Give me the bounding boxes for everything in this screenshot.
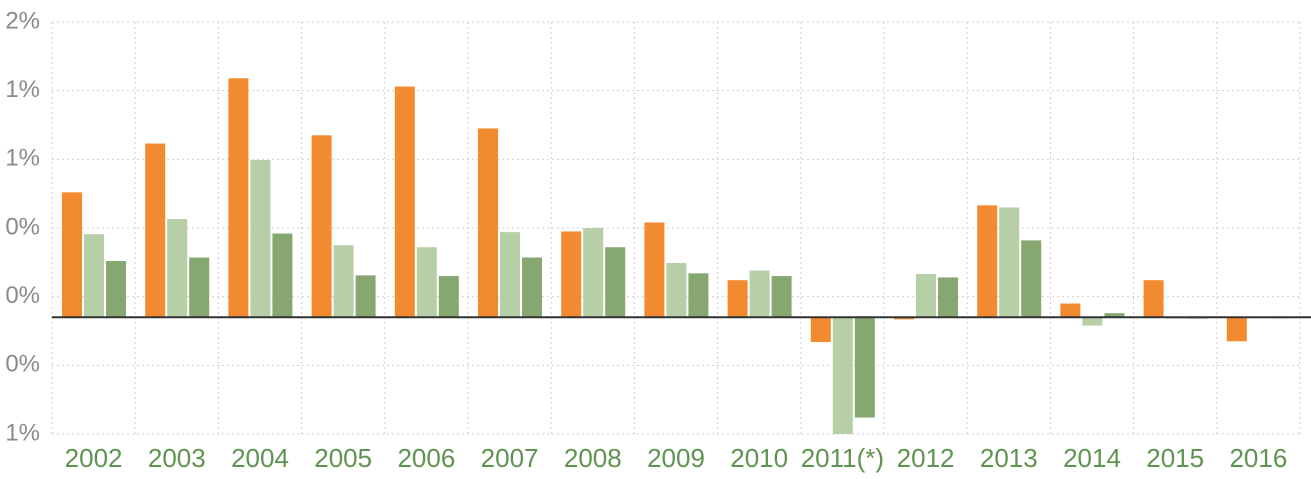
y-tick-label: 1%: [5, 76, 40, 103]
bar: [1021, 240, 1042, 318]
y-tick-label: 1%: [5, 419, 40, 446]
bar: [355, 275, 376, 318]
bar: [1104, 313, 1125, 318]
bar: [228, 78, 249, 318]
bar: [250, 160, 271, 318]
bar: [438, 276, 459, 318]
bar: [272, 233, 293, 318]
bar: [749, 270, 770, 318]
x-tick-label: 2011(*): [801, 443, 884, 473]
bar: [977, 205, 998, 318]
x-tick-label: 2007: [481, 443, 539, 473]
bar: [311, 135, 332, 318]
bar: [1226, 317, 1247, 342]
bar: [333, 245, 354, 318]
bar: [644, 222, 665, 318]
bar: [145, 143, 166, 318]
bar: [84, 234, 104, 318]
bar: [62, 192, 82, 318]
bar: [1082, 317, 1103, 326]
x-tick-label: 2016: [1229, 443, 1287, 473]
bar: [500, 232, 520, 318]
y-tick-label: 0%: [5, 351, 40, 378]
x-tick-label: 2012: [897, 443, 955, 473]
y-tick-label: 0%: [5, 282, 40, 309]
bar: [394, 86, 415, 318]
bar: [1143, 280, 1164, 318]
x-tick-label: 2015: [1146, 443, 1204, 473]
bar: [1060, 303, 1081, 318]
bar: [583, 228, 604, 318]
bar: [167, 219, 188, 318]
bar: [522, 257, 542, 318]
bar: [478, 128, 498, 318]
bar: [727, 280, 748, 318]
x-tick-label: 2002: [65, 443, 123, 473]
bar: [416, 247, 437, 318]
x-tick-label: 2010: [730, 443, 788, 473]
y-tick-label: 2%: [5, 7, 40, 34]
x-tick-label: 2006: [397, 443, 455, 473]
bar: [666, 263, 687, 318]
bar: [916, 274, 936, 318]
y-tick-label: 1%: [5, 145, 40, 172]
bar: [106, 260, 126, 318]
bar: [771, 276, 792, 318]
y-tick-label: 0%: [5, 213, 40, 240]
bar: [854, 317, 875, 418]
bar: [832, 317, 853, 434]
bar: [894, 317, 914, 320]
x-tick-label: 2004: [231, 443, 289, 473]
bar: [605, 247, 626, 318]
bar: [938, 277, 958, 318]
bar: [561, 231, 582, 318]
bar: [189, 257, 210, 318]
x-tick-label: 2003: [148, 443, 206, 473]
bar: [999, 207, 1020, 318]
x-tick-label: 2013: [980, 443, 1038, 473]
bar: [810, 317, 831, 342]
x-tick-label: 2009: [647, 443, 705, 473]
x-tick-label: 2005: [314, 443, 372, 473]
bar: [688, 273, 709, 318]
x-tick-label: 2014: [1063, 443, 1121, 473]
x-tick-label: 2008: [564, 443, 622, 473]
